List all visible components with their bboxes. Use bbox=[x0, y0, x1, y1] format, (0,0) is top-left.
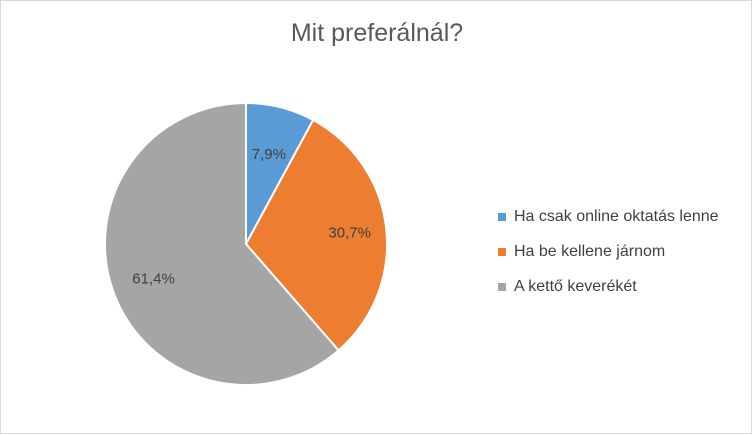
legend-label: Ha csak online oktatás lenne bbox=[514, 207, 719, 225]
data-label: 61,4% bbox=[132, 271, 175, 288]
legend-item-online: Ha csak online oktatás lenne bbox=[498, 199, 719, 234]
pie-slice-mixed bbox=[104, 101, 340, 386]
legend-label: A kettő keverékét bbox=[514, 277, 637, 295]
legend-item-mixed: A kettő keverékét bbox=[498, 269, 719, 304]
legend-swatch bbox=[498, 247, 506, 256]
legend-label: Ha be kellene járnom bbox=[514, 242, 666, 260]
chart-title: Mit preferálnál? bbox=[290, 19, 464, 47]
legend-item-in-person: Ha be kellene járnom bbox=[498, 234, 719, 269]
legend-swatch bbox=[498, 212, 506, 221]
pie-slice-in-person bbox=[244, 118, 388, 352]
data-label: 30,7% bbox=[328, 225, 371, 242]
chart-legend: Ha csak online oktatás lenne Ha be kelle… bbox=[498, 199, 719, 304]
data-label: 7,9% bbox=[252, 146, 286, 163]
legend-swatch bbox=[498, 282, 506, 291]
